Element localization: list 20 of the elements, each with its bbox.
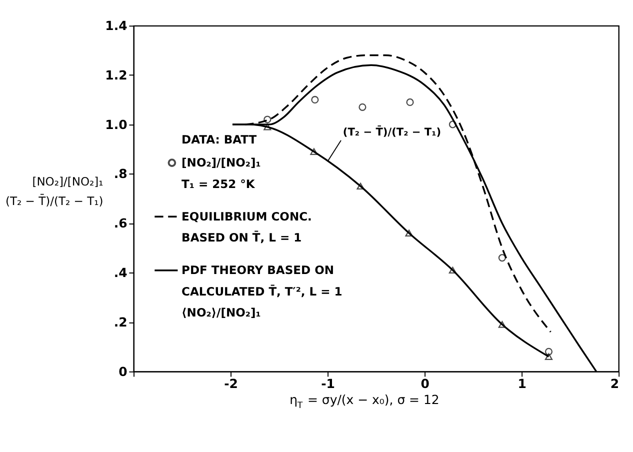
legend-title: DATA: BATT [182, 132, 257, 147]
y-axis-title: [NO₂]/[NO₂]₁ (T₂ − T̄)/(T₂ − T₁) [5, 174, 104, 208]
x-tick-label: -1 [321, 376, 335, 392]
y-tick-label: .8 [114, 166, 128, 182]
x-tick-label: -2 [224, 376, 238, 392]
x-tick-label: 2 [610, 376, 620, 392]
legend-label: EQUILIBRIUM CONC. BASED ON T̄, L = 1 [182, 209, 312, 245]
legend-label: [NO₂]/[NO₂]₁ [182, 156, 261, 170]
y-tick-label: .4 [114, 264, 128, 280]
x-tick-label: 0 [420, 376, 430, 392]
x-tick-label: 1 [518, 376, 526, 392]
legend-label: PDF THEORY BASED ON CALCULATED T̄, T′², L = 1 ⟨NO₂⟩/[NO₂]₁ [182, 263, 342, 320]
y-tick-label: .2 [114, 314, 128, 330]
y-tick-label: .6 [114, 216, 128, 231]
annotation: T₁ = 252 °K [182, 176, 256, 191]
y-tick-label: 0 [118, 364, 128, 379]
y-tick-label: 1.4 [105, 18, 128, 33]
y-tick-label: 1.0 [105, 116, 128, 132]
annotation: (T₂ − T̄)/(T₂ − T₁) [342, 124, 442, 139]
y-tick-label: 1.2 [105, 67, 128, 82]
